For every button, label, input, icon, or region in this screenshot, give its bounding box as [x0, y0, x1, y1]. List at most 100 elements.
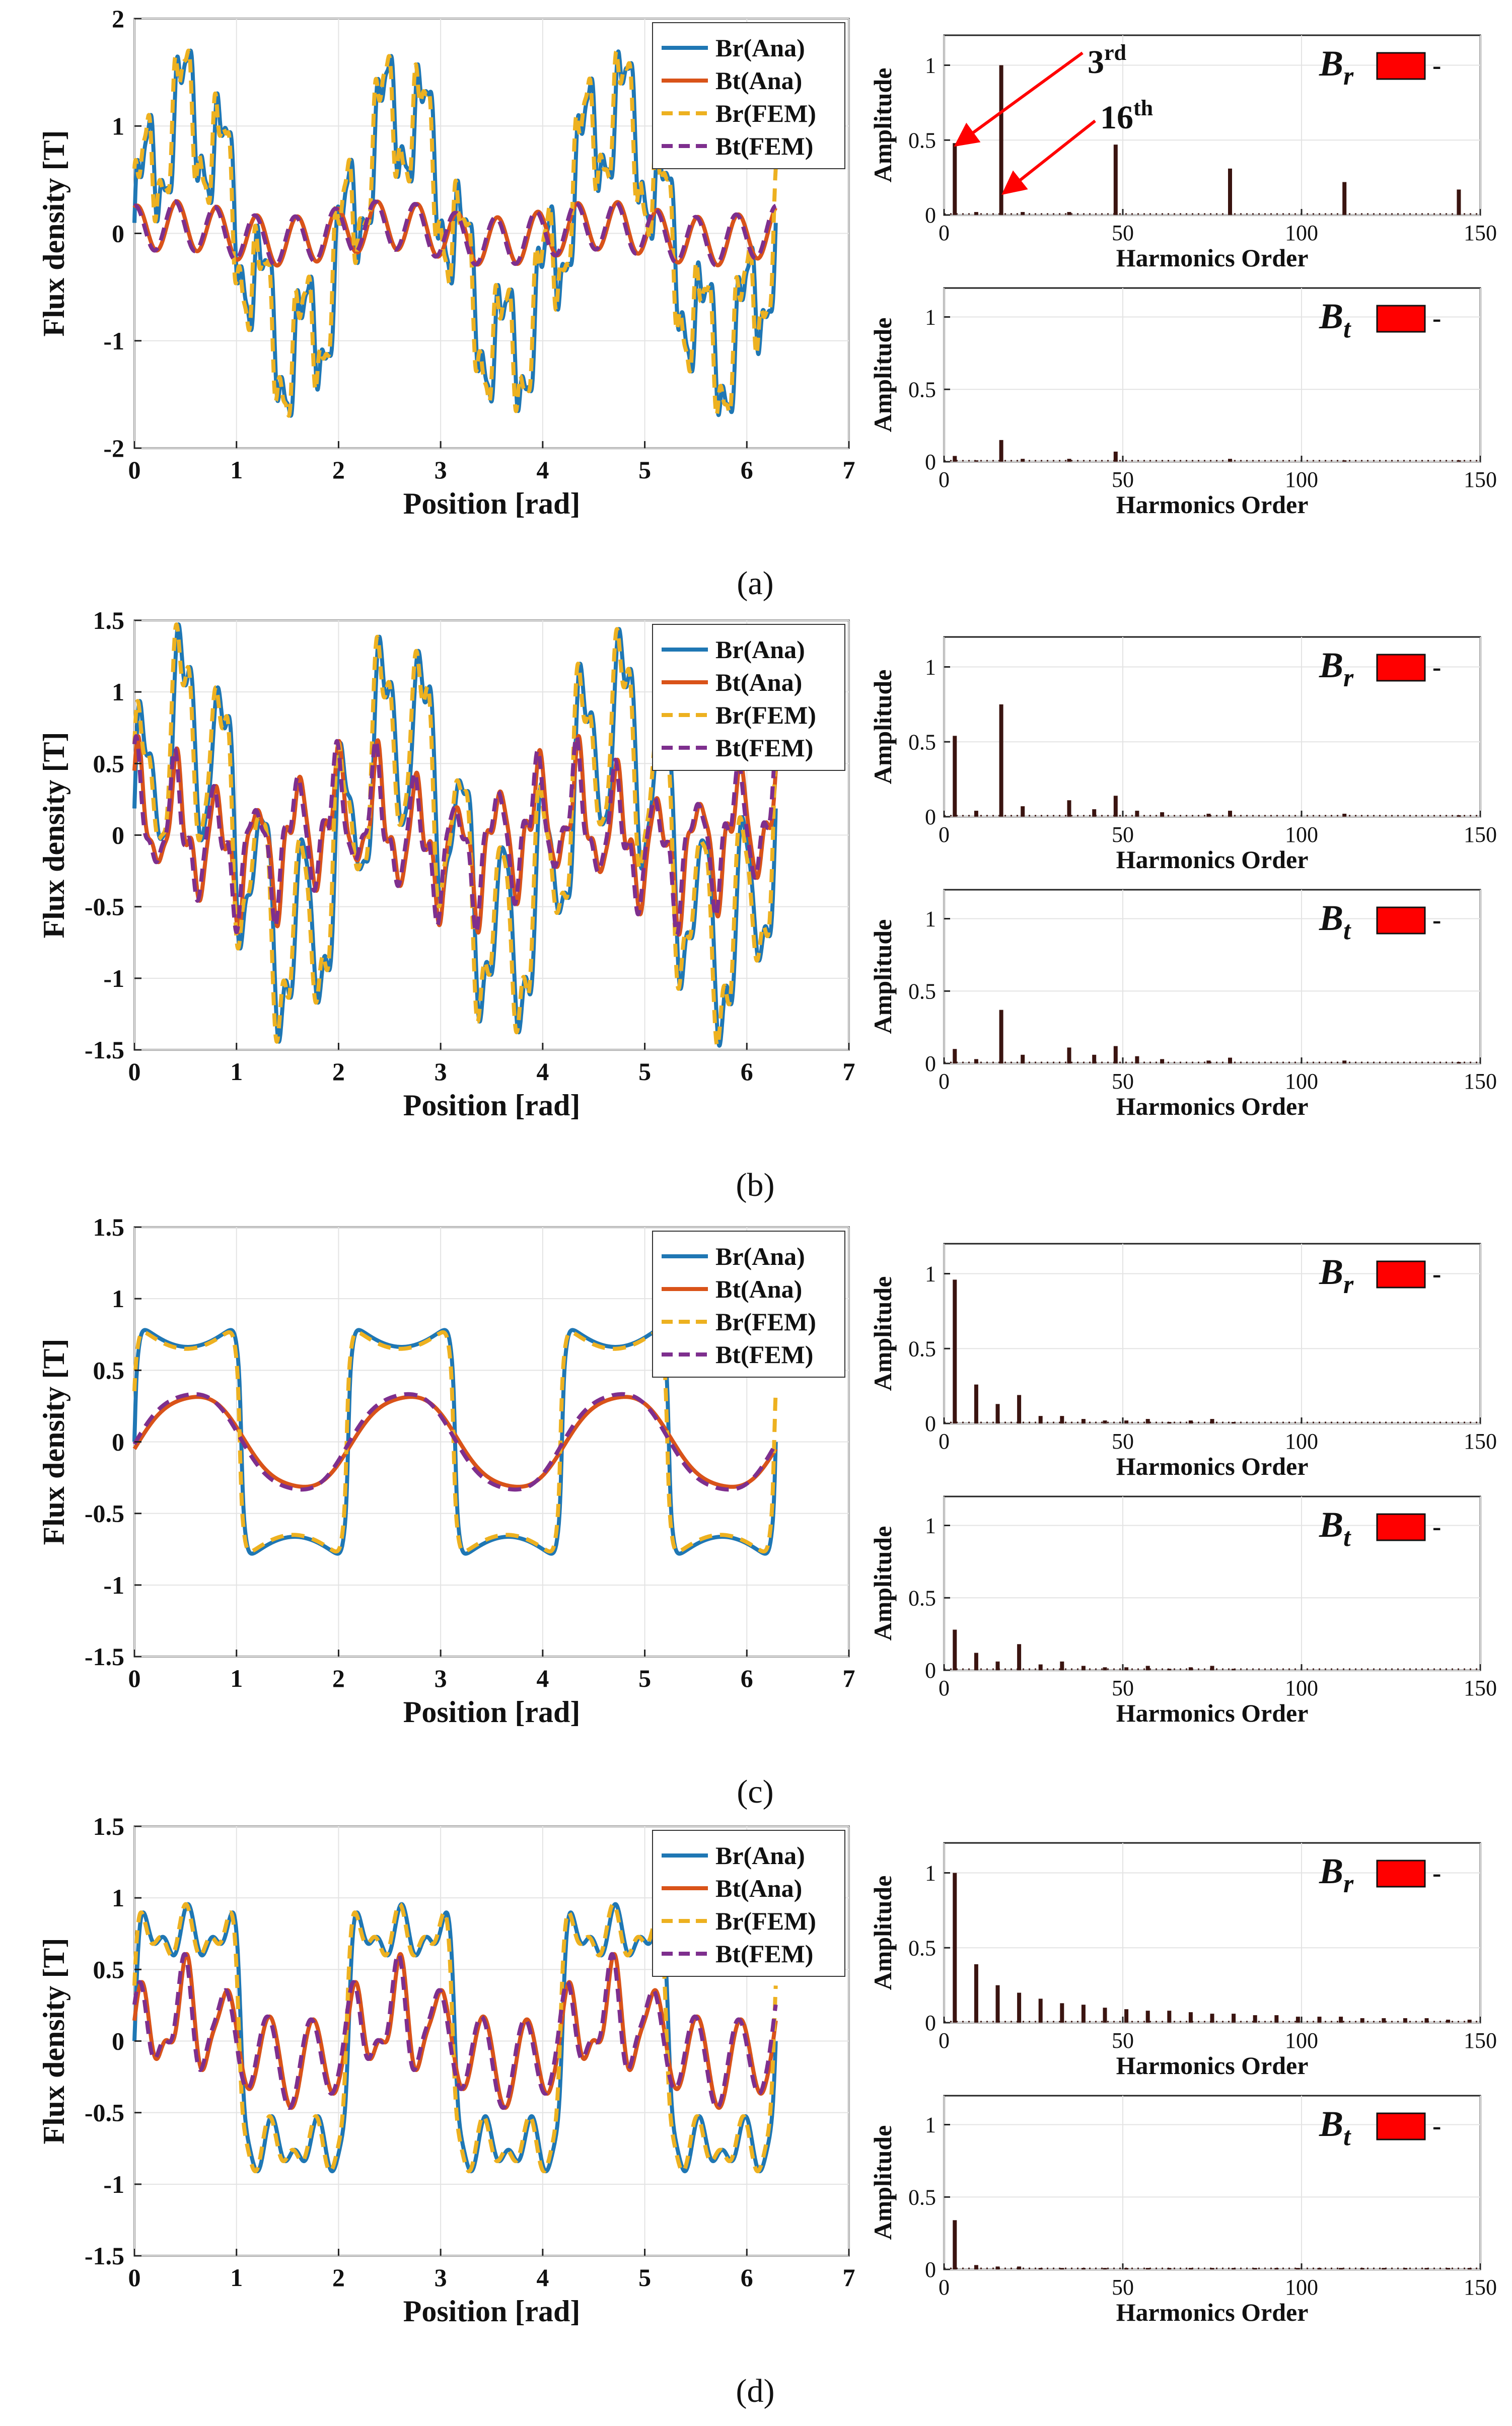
harmonic-bar [1467, 2020, 1472, 2023]
x-tick-label: 0 [939, 822, 950, 847]
component-symbol: B [1319, 645, 1343, 685]
x-tick-label: 150 [1464, 2028, 1497, 2053]
legend-dash: - [1432, 304, 1441, 333]
series-Br(FEM) [132, 1902, 778, 2174]
y-tick-label: 0.5 [908, 2185, 936, 2209]
panel-label-d: (d) [736, 2373, 775, 2409]
component-symbol: B [1319, 1252, 1343, 1292]
harmonic-bar [1167, 1422, 1172, 1423]
line-chart-b: 0 1 2 3 4 5 6 7 -1.5 -1 -0.5 0 0.5 1 1.5 Position [rad]… [37, 606, 855, 1122]
component-label: Bt [1319, 296, 1351, 343]
x-tick-label: 0 [128, 2263, 141, 2292]
legend-swatch [1376, 906, 1426, 935]
harmonics-chart-a-Br: 0 50 100 150 0 0.5 1 Harmonics Order Amplitude Br… [869, 34, 1497, 272]
harmonic-bar [1067, 800, 1071, 817]
x-tick-label: 100 [1285, 221, 1318, 245]
y-tick-label: -1.5 [85, 2242, 124, 2270]
y-tick-label: 0 [112, 821, 124, 849]
y-axis-label: Flux density [T] [37, 1938, 70, 2144]
harmonic-bar [953, 2220, 957, 2269]
harmonic-bar [1081, 1419, 1086, 1423]
component-symbol: B [1319, 1851, 1343, 1891]
x-tick-label: 0 [939, 2275, 950, 2300]
harmonic-bar [974, 212, 978, 215]
series-Bt(FEM) [132, 199, 778, 268]
harmonic-bar [1017, 1395, 1022, 1423]
y-tick-label: 0 [925, 1411, 936, 1436]
harmonic-bar [1295, 2268, 1300, 2269]
component-label: Br [1319, 1851, 1354, 1898]
legend-dash: - [1432, 2112, 1441, 2140]
x-tick-label: 150 [1464, 1069, 1497, 1094]
y-tick-label: 0.5 [908, 377, 936, 402]
harmonics-chart-d-Bt: 0 50 100 150 0 0.5 1 Harmonics Order Amplitude Bt… [869, 2095, 1497, 2326]
y-axis-label: Amplitude [869, 68, 897, 183]
x-tick-label: 1 [230, 1057, 243, 1086]
legend-entry: Bt(FEM) [715, 1340, 813, 1369]
legend-entry: Br(FEM) [715, 1308, 816, 1336]
y-axis-label: Flux density [T] [37, 130, 70, 336]
harmonic-bar [1210, 1419, 1214, 1423]
harmonic-bar [1021, 806, 1025, 817]
x-tick-label: 50 [1112, 1676, 1134, 1700]
harmonic-bar [1092, 809, 1097, 817]
x-tick-label: 6 [741, 456, 753, 484]
y-tick-label: 0.5 [908, 730, 936, 754]
y-tick-label: 0 [925, 2011, 936, 2035]
harmonic-bar [1021, 1054, 1025, 1063]
x-tick-label: 0 [128, 1057, 141, 1086]
x-tick-label: 1 [230, 456, 243, 484]
x-tick-label: 100 [1285, 822, 1318, 847]
x-axis-label: Harmonics Order [1116, 1092, 1309, 1120]
x-tick-label: 50 [1112, 2275, 1134, 2300]
harmonic-bar [1342, 460, 1347, 462]
y-tick-label: 0 [112, 220, 124, 248]
harmonic-bar [1274, 2015, 1279, 2023]
x-tick-label: 5 [638, 2263, 651, 2292]
harmonic-bar [974, 1964, 978, 2023]
x-tick-label: 0 [939, 1429, 950, 1454]
harmonic-bar [1067, 212, 1071, 215]
harmonic-bar [1295, 2017, 1300, 2023]
component-symbol: B [1319, 296, 1343, 336]
harmonic-bar [1060, 1416, 1064, 1423]
y-tick-label: 1 [112, 1285, 124, 1313]
y-tick-label: -1 [103, 2170, 124, 2198]
harmonic-bar [1403, 2268, 1407, 2269]
y-tick-label: 1 [112, 678, 124, 706]
y-tick-label: 1 [925, 1514, 936, 1538]
harmonic-bar [1188, 1667, 1193, 1670]
legend-dash: - [1432, 1260, 1441, 1289]
x-tick-label: 6 [741, 1664, 753, 1692]
y-tick-label: 1 [925, 1262, 936, 1287]
series-Br(FEM) [132, 48, 778, 418]
line-chart-a: 0 1 2 3 4 5 6 7 -2 -1 0 1 2 Position [rad] Flux densit… [37, 5, 855, 520]
harmonic-bar [995, 1404, 1000, 1423]
harmonic-bar [1467, 2268, 1472, 2269]
harmonic-annotations: 3rd 16th [954, 40, 1153, 195]
harmonic-bar [1017, 1644, 1022, 1670]
y-tick-label: 0.5 [908, 979, 936, 1004]
harmonic-bar [1317, 2017, 1322, 2023]
component-subscript: r [1343, 664, 1354, 692]
x-axis-label: Harmonics Order [1116, 2298, 1309, 2326]
y-tick-label: 2 [112, 5, 124, 33]
y-tick-label: -0.5 [85, 1500, 124, 1528]
harmonic-bar [1038, 1416, 1043, 1423]
harmonic-bar [974, 460, 978, 462]
x-axis-label: Harmonics Order [1116, 845, 1309, 874]
legend-entry: Bt(Ana) [715, 1275, 802, 1303]
harmonic-bar [1113, 796, 1118, 817]
harmonic-bar [995, 1985, 1000, 2023]
harmonic-bar [1342, 814, 1347, 817]
y-axis-label: Flux density [T] [37, 732, 70, 938]
legend-swatch [1376, 2112, 1426, 2140]
harmonic-bar [1017, 1992, 1022, 2023]
harmonic-bar [1167, 1669, 1172, 1670]
y-tick-label: 1.5 [93, 1213, 125, 1241]
legend-entry: Br(FEM) [715, 701, 816, 729]
harmonic-bar [1424, 2268, 1429, 2269]
harmonic-bar [1038, 1999, 1043, 2023]
harmonic-bar [1038, 2268, 1043, 2269]
y-tick-label: 1 [925, 305, 936, 330]
